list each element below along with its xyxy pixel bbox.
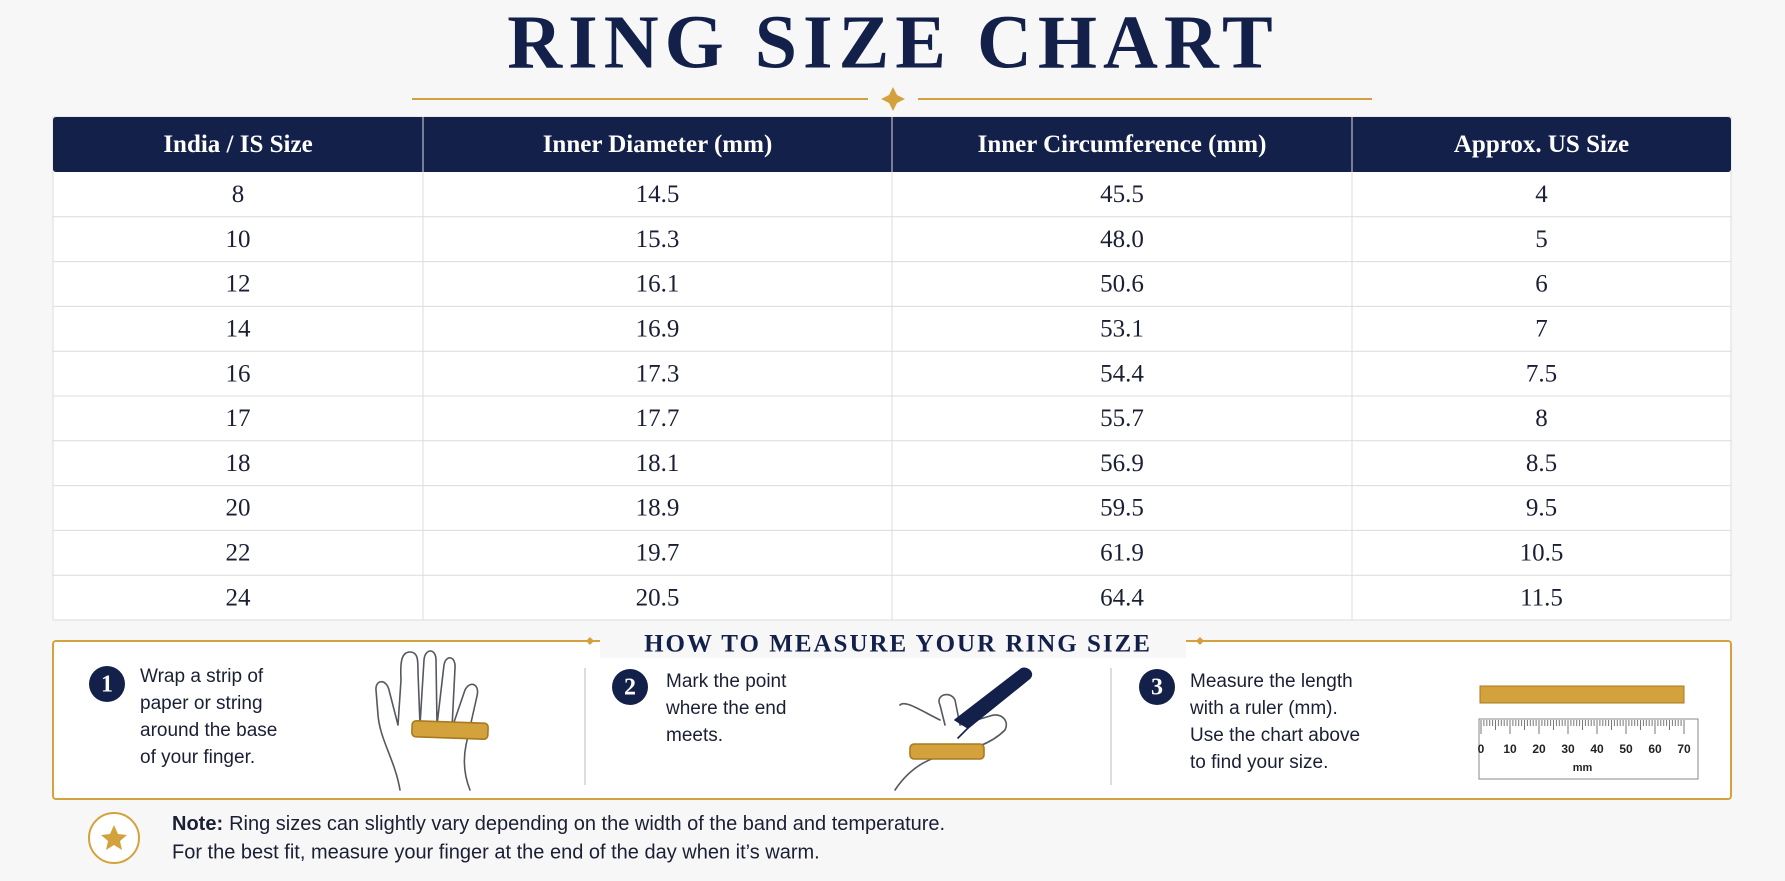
step-text: of your finger. [140, 747, 255, 768]
cell: 17.3 [636, 360, 680, 387]
step-text: where the end [665, 698, 786, 719]
cell: 61.9 [1100, 540, 1144, 567]
step-badge [89, 666, 125, 702]
cell: 48.0 [1100, 226, 1144, 253]
cell: 64.4 [1100, 584, 1144, 611]
cell: 24 [226, 584, 252, 611]
step-text: Wrap a strip of [140, 666, 264, 687]
column-header: India / IS Size [163, 131, 312, 158]
ruler-illustration: 0 10 20 30 40 50 60 70 mm [1478, 685, 1699, 780]
ruler-label: 20 [1532, 742, 1546, 756]
star [101, 825, 127, 850]
strip [1479, 685, 1685, 704]
step-text: Measure the length [1190, 671, 1353, 692]
cell: 8 [232, 181, 245, 208]
cell: 10.5 [1520, 540, 1564, 567]
cell: 10 [226, 226, 251, 253]
title: RING SIZE CHART [507, 0, 1278, 84]
cell: 53.1 [1100, 316, 1144, 343]
pen-illustration [894, 667, 1033, 791]
panel-title: HOW TO MEASURE YOUR RING SIZE [644, 631, 1152, 658]
step-text: meets. [666, 725, 723, 746]
note-text: Ring sizes can slightly vary depending o… [229, 813, 945, 835]
cell: 18.1 [636, 450, 680, 477]
cell: 56.9 [1100, 450, 1144, 477]
ruler-unit: mm [1573, 762, 1593, 774]
step-text: to find your size. [1190, 752, 1328, 773]
cell: 15.3 [636, 226, 680, 253]
cell: 8 [1535, 405, 1548, 432]
cell: 54.4 [1100, 360, 1144, 387]
cell: 45.5 [1100, 181, 1144, 208]
note-line: Note: Ring sizes can slightly vary depend… [172, 813, 945, 835]
panel-title-bg [600, 628, 1186, 658]
cell: 20 [226, 495, 251, 522]
cell: 8.5 [1526, 450, 1557, 477]
steps: 1 Wrap a strip of paper or string around th… [89, 666, 1360, 773]
ruler-label: 60 [1648, 742, 1662, 756]
cell: 55.7 [1100, 405, 1144, 432]
column-header: Approx. US Size [1454, 131, 1629, 158]
cell: 22 [226, 540, 251, 567]
ruler-label: 0 [1478, 742, 1485, 756]
column-header: Inner Circumference (mm) [978, 131, 1267, 158]
cell: 18 [226, 450, 251, 477]
ruler-label: 30 [1561, 742, 1575, 756]
cell: 16.9 [636, 316, 680, 343]
cell: 5 [1535, 226, 1548, 253]
step-text: Mark the point [666, 671, 787, 692]
cell: 7 [1535, 316, 1548, 343]
column-header: Inner Diameter (mm) [543, 131, 773, 158]
step-text: paper or string [140, 693, 263, 714]
cell: 11.5 [1520, 584, 1563, 611]
step-badge [612, 669, 648, 705]
cell: 50.6 [1100, 271, 1144, 298]
cell: 6 [1535, 271, 1548, 298]
cell: 18.9 [636, 495, 680, 522]
cell: 17.7 [636, 405, 680, 432]
cell: 16.1 [636, 271, 680, 298]
step-text: Use the chart above [1190, 725, 1360, 746]
cell: 17 [226, 405, 251, 432]
cell: 14 [226, 316, 252, 343]
ruler-label: 40 [1590, 742, 1604, 756]
ornament [881, 87, 905, 111]
ruler-label: 70 [1677, 742, 1691, 756]
cell: 59.5 [1100, 495, 1144, 522]
step-badge [1139, 669, 1175, 705]
step-number: 1 [101, 672, 113, 698]
table: India / IS Size Inner Diameter (mm) Inner … [52, 116, 1732, 621]
ruler-label: 10 [1503, 742, 1517, 756]
step-text: around the base [140, 720, 277, 741]
note-line: For the best fit, measure your finger at… [172, 841, 820, 863]
step-number: 3 [1151, 675, 1163, 701]
cell: 7.5 [1526, 360, 1557, 387]
cell: 20.5 [636, 584, 680, 611]
cell: 12 [226, 271, 251, 298]
ruler [1478, 718, 1699, 780]
hand-illustration [375, 650, 489, 791]
cell: 14.5 [636, 181, 680, 208]
cell: 9.5 [1526, 495, 1557, 522]
cell: 4 [1535, 181, 1548, 208]
ruler-label: 50 [1619, 742, 1633, 756]
step-text: with a ruler (mm). [1189, 698, 1338, 719]
note-label: Note: [172, 813, 223, 835]
cell: 16 [226, 360, 251, 387]
step-number: 2 [624, 675, 636, 701]
cell: 19.7 [636, 540, 680, 567]
